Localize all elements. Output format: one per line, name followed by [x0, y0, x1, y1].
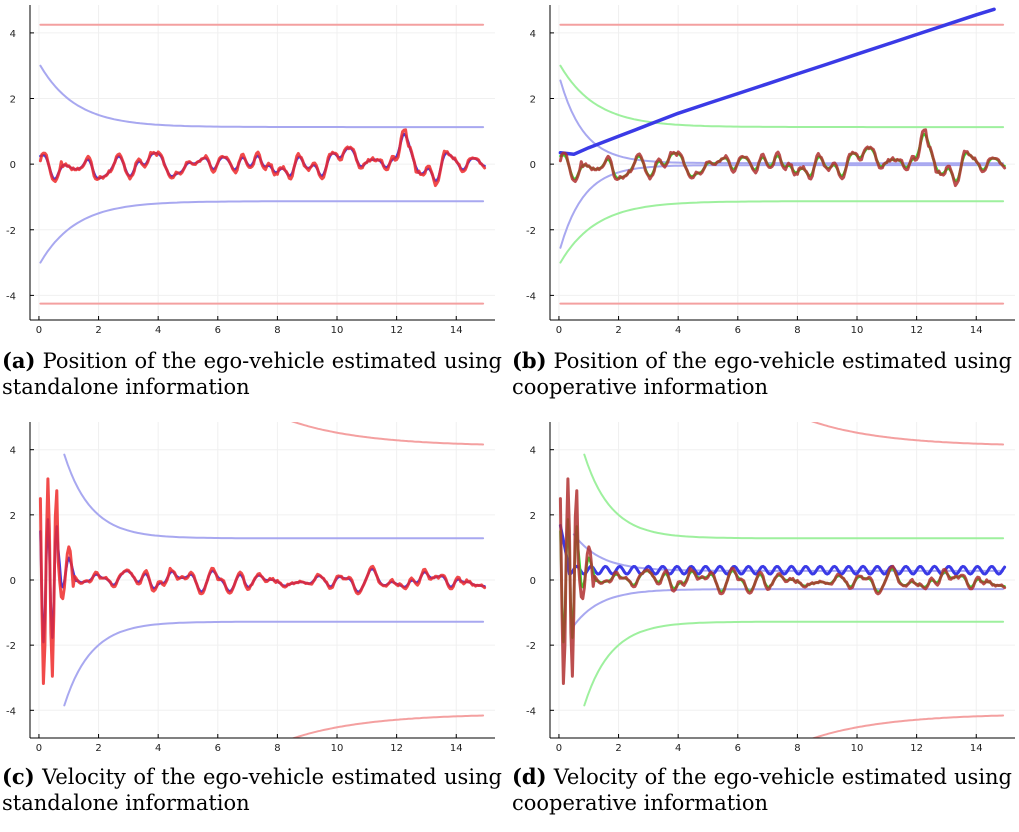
x-tick-label: 14 [970, 743, 983, 754]
x-tick-label: 14 [450, 325, 463, 336]
x-tick-label: 4 [155, 743, 161, 754]
series-blue-bound-upper [63, 453, 485, 540]
x-tick-label: 14 [450, 743, 463, 754]
series-group [558, 422, 1007, 738]
x-tick-label: 4 [675, 743, 681, 754]
x-tick-label: 6 [735, 743, 741, 754]
y-tick-label: -2 [526, 641, 536, 652]
x-tick-label: 10 [851, 325, 864, 336]
series-red-estimate [38, 128, 487, 188]
series-green-bound-lower [559, 200, 1005, 264]
y-tick-label: -4 [6, 291, 16, 302]
y-tick-label: 0 [530, 160, 536, 171]
x-tick-label: 8 [274, 325, 280, 336]
series-red-bound-upper [810, 422, 1005, 446]
x-tick-label: 0 [556, 743, 562, 754]
series-blue-bound-lower [39, 200, 485, 264]
x-tick-label: 8 [794, 743, 800, 754]
y-tick-label: 4 [530, 29, 536, 40]
series-blue-bound-upper [39, 64, 485, 129]
series-dark-estimate [558, 477, 1007, 685]
y-tick-label: 2 [10, 511, 16, 522]
y-tick-label: 0 [530, 576, 536, 587]
y-tick-label: 4 [530, 446, 536, 457]
caption-text: Position of the ego-vehicle estimated us… [2, 349, 502, 399]
series-blue-bound-upper [559, 79, 1005, 165]
y-tick-label: -4 [526, 291, 536, 302]
y-tick-label: 4 [10, 446, 16, 457]
y-tick-label: -4 [6, 706, 16, 717]
x-tick-label: 0 [556, 325, 562, 336]
series-red-bound-lower [810, 714, 1005, 738]
x-tick-label: 12 [390, 325, 403, 336]
series-red-estimate [38, 477, 487, 685]
y-tick-label: 2 [10, 95, 16, 106]
y-tick-label: -2 [6, 226, 16, 237]
caption-text: Velocity of the ego-vehicle estimated us… [512, 765, 1012, 815]
series-blue-drift [558, 7, 996, 157]
series-green-bound-upper [559, 64, 1005, 129]
panel-b: 0 2 4 6 8 10 12 14 -4 -2 0 2 4 (b) Position of the e… [510, 0, 1015, 416]
series-group [38, 23, 487, 305]
panel-d: 0 2 4 6 8 10 12 14 -4 -2 0 2 4 (d) Velocity of the e… [510, 416, 1015, 832]
y-tick-label: 4 [10, 29, 16, 40]
chart-a-position-standalone: 0 2 4 6 8 10 12 14 -4 -2 0 2 4 [6, 5, 495, 336]
caption-b: (b) Position of the ego-vehicle estimate… [512, 348, 1012, 400]
series-group [558, 7, 1007, 305]
y-tick-label: -2 [6, 641, 16, 652]
x-tick-label: 2 [95, 325, 101, 336]
series-group [38, 422, 487, 738]
x-tick-label: 2 [615, 325, 621, 336]
y-tick-label: 2 [530, 95, 536, 106]
chart-b-position-cooperative: 0 2 4 6 8 10 12 14 -4 -2 0 2 4 [526, 5, 1015, 336]
x-tick-label: 6 [215, 743, 221, 754]
series-green-bound-lower [583, 620, 1005, 707]
x-tick-label: 10 [331, 743, 344, 754]
x-tick-label: 2 [95, 743, 101, 754]
caption-a: (a) Position of the ego-vehicle estimate… [2, 348, 502, 400]
x-tick-label: 12 [390, 743, 403, 754]
x-tick-label: 0 [36, 743, 42, 754]
y-tick-label: 0 [10, 160, 16, 171]
y-tick-label: -4 [526, 706, 536, 717]
x-tick-label: 4 [675, 325, 681, 336]
caption-text: Velocity of the ego-vehicle estimated us… [2, 765, 502, 815]
caption-d: (d) Velocity of the ego-vehicle estimate… [512, 764, 1012, 816]
x-tick-label: 0 [36, 325, 42, 336]
panel-a: 0 2 4 6 8 10 12 14 -4 -2 0 2 4 (a) Position of the e… [0, 0, 505, 416]
x-tick-label: 6 [735, 325, 741, 336]
series-blue-bound-upper [572, 533, 1005, 572]
series-dark-estimate [558, 128, 1007, 188]
y-tick-label: 0 [10, 576, 16, 587]
caption-letter: (d) [512, 764, 547, 789]
x-tick-label: 8 [274, 743, 280, 754]
x-tick-label: 14 [970, 325, 983, 336]
x-tick-label: 8 [794, 325, 800, 336]
caption-c: (c) Velocity of the ego-vehicle estimate… [2, 764, 502, 816]
series-green-bound-upper [583, 453, 1005, 540]
y-tick-label: 2 [530, 511, 536, 522]
x-tick-label: 10 [851, 743, 864, 754]
series-blue-wave [558, 524, 1007, 576]
x-tick-label: 12 [910, 743, 923, 754]
panel-c: 0 2 4 6 8 10 12 14 -4 -2 0 2 4 (c) Velocity of the e… [0, 416, 505, 832]
y-tick-label: -2 [526, 226, 536, 237]
x-tick-label: 10 [331, 325, 344, 336]
series-blue-bound-lower [63, 620, 485, 707]
series-blue-bound-lower [559, 164, 1005, 249]
series-red-bound-lower [290, 714, 485, 738]
caption-text: Position of the ego-vehicle estimated us… [512, 349, 1012, 399]
x-tick-label: 4 [155, 325, 161, 336]
chart-c-velocity-standalone: 0 2 4 6 8 10 12 14 -4 -2 0 2 4 [6, 422, 495, 754]
x-tick-label: 12 [910, 325, 923, 336]
caption-letter: (c) [2, 764, 35, 789]
caption-letter: (a) [2, 348, 36, 373]
series-blue-bound-lower [572, 588, 1005, 627]
caption-letter: (b) [512, 348, 547, 373]
chart-d-velocity-cooperative: 0 2 4 6 8 10 12 14 -4 -2 0 2 4 [526, 422, 1015, 754]
series-red-bound-upper [290, 422, 485, 446]
x-tick-label: 2 [615, 743, 621, 754]
x-tick-label: 6 [215, 325, 221, 336]
